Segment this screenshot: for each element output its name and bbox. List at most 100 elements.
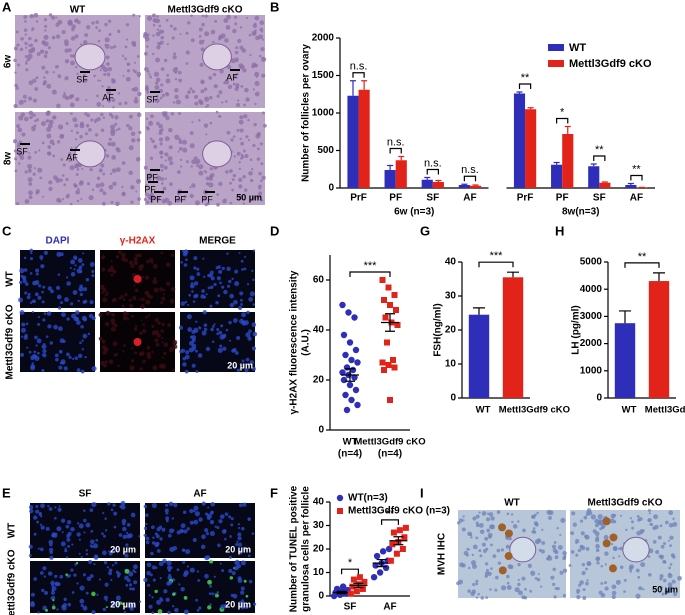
cell [490,516,495,521]
cell [230,58,236,64]
cell [19,309,25,315]
cell [663,560,667,564]
cell [113,525,117,529]
cell [110,273,114,277]
cell [108,32,112,36]
cell [168,127,173,133]
cell [146,570,151,576]
cell [37,295,42,300]
cell [183,529,188,534]
cell [85,277,90,282]
cell [85,591,89,595]
significance-bracket [463,175,477,182]
cell [201,534,206,540]
cell [161,341,164,344]
cell [247,138,251,142]
cell [202,275,206,278]
significance-label: * [560,106,565,118]
cell [242,149,246,153]
cell [85,98,88,101]
cell [531,530,536,534]
cell [242,68,247,73]
cell [53,324,58,330]
cell [145,540,150,545]
cell [41,50,44,53]
cell [68,48,72,52]
cell [668,522,674,528]
cell [27,168,32,173]
cell [102,116,106,120]
cell [44,24,48,28]
cell [489,588,492,591]
cell [172,592,176,596]
data-point [393,550,400,557]
cell [82,317,87,322]
cell [488,512,494,517]
cell [603,534,609,540]
cell [104,22,108,27]
cell [146,345,151,350]
cell [101,291,104,294]
cell [96,176,101,181]
cell [25,46,28,49]
cell [128,126,133,131]
cell [70,36,76,41]
cell [111,98,116,102]
cell [70,302,74,306]
cell [145,117,149,120]
cell [166,560,172,566]
cell [575,553,579,557]
cell [106,291,109,294]
annotation: PF [174,194,186,204]
cell [166,43,169,46]
cell [52,71,55,74]
cell [586,579,589,582]
cell [80,197,83,200]
data-point [389,541,396,548]
cell [234,351,239,355]
cell [52,154,56,158]
cell [17,127,23,133]
cell [59,574,64,579]
cell [157,609,163,614]
cell [486,568,489,572]
cell [85,549,89,552]
cell [156,527,161,532]
cell [74,356,79,360]
y-tick-label: 20 [313,544,325,555]
cell [33,124,37,128]
follicle [622,536,650,563]
cell [65,556,69,559]
cell [28,554,32,557]
cell [128,583,133,587]
cell [669,535,674,540]
cell [28,36,32,41]
cell [134,351,138,355]
cell [95,20,99,24]
cell [120,504,126,510]
cell [505,544,510,549]
cell [665,520,669,525]
cell [35,344,38,347]
cell [112,319,115,322]
cell [130,200,134,204]
cell [105,154,110,158]
data-point [381,367,387,373]
cell [209,167,213,171]
cell [655,549,660,555]
cell [192,300,196,303]
cell [163,342,169,348]
cell [228,515,232,519]
cell [66,317,70,321]
cell [154,338,159,343]
cell [218,181,223,186]
cell [193,256,198,261]
cell [56,294,62,300]
cell [168,145,173,150]
cell [490,567,493,570]
y-axis-label: Number of follicles per ovary [301,44,312,182]
cell [191,89,196,94]
cell [110,200,114,204]
cell [98,168,103,173]
cell [161,182,164,185]
